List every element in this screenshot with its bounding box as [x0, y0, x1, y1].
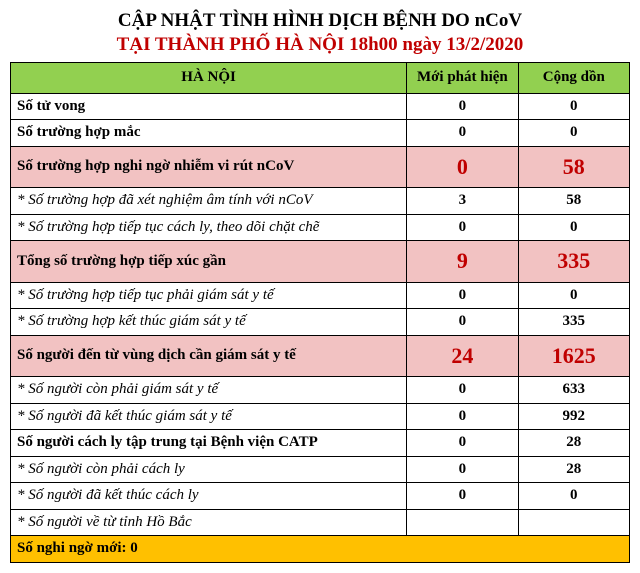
table-row: Số trường hợp mắc00	[11, 120, 630, 147]
header-label: HÀ NỘI	[11, 63, 407, 94]
table-row: * Số người về từ tỉnh Hồ Bắc	[11, 509, 630, 536]
row-new: 3	[407, 188, 518, 215]
row-label: * Số người đã kết thúc cách ly	[11, 483, 407, 510]
row-new: 0	[407, 120, 518, 147]
row-total: 633	[518, 377, 629, 404]
row-total: 0	[518, 483, 629, 510]
row-label: Số trường hợp nghi ngờ nhiễm vi rút nCoV	[11, 146, 407, 188]
row-total: 0	[518, 282, 629, 309]
title-datetime: 18h00 ngày 13/2/2020	[349, 34, 523, 55]
row-label: Số trường hợp mắc	[11, 120, 407, 147]
table-row: Số tử vong00	[11, 93, 630, 120]
title-location: TẠI THÀNH PHỐ HÀ NỘI	[117, 34, 345, 55]
table-row: * Số trường hợp tiếp tục cách ly, theo d…	[11, 214, 630, 241]
row-label: * Số trường hợp tiếp tục phải giám sát y…	[11, 282, 407, 309]
row-total	[518, 509, 629, 536]
table-body: Số tử vong00Số trường hợp mắc00Số trường…	[11, 93, 630, 562]
header-new: Mới phát hiện	[407, 63, 518, 94]
header-row: HÀ NỘI Mới phát hiện Cộng dồn	[11, 63, 630, 94]
row-total: 0	[518, 120, 629, 147]
row-new: 0	[407, 377, 518, 404]
title-line2: TẠI THÀNH PHỐ HÀ NỘI 18h00 ngày 13/2/202…	[10, 34, 630, 56]
row-label: Tổng số trường hợp tiếp xúc gần	[11, 241, 407, 283]
table-row: * Số người còn phải giám sát y tế0633	[11, 377, 630, 404]
footer-row: Số nghi ngờ mới: 0	[11, 536, 630, 563]
table-row: Số người đến từ vùng dịch cần giám sát y…	[11, 335, 630, 377]
table-row: * Số trường hợp kết thúc giám sát y tế03…	[11, 309, 630, 336]
row-new: 0	[407, 456, 518, 483]
row-total: 28	[518, 456, 629, 483]
footer-label: Số nghi ngờ mới: 0	[11, 536, 630, 563]
row-label: Số người đến từ vùng dịch cần giám sát y…	[11, 335, 407, 377]
row-total: 28	[518, 430, 629, 457]
data-table: HÀ NỘI Mới phát hiện Cộng dồn Số tử vong…	[10, 62, 630, 563]
row-total: 0	[518, 93, 629, 120]
row-new	[407, 509, 518, 536]
report-container: CẬP NHẬT TÌNH HÌNH DỊCH BỆNH DO nCoV TẠI…	[10, 10, 630, 563]
row-new: 0	[407, 214, 518, 241]
row-new: 0	[407, 483, 518, 510]
row-total: 58	[518, 188, 629, 215]
table-row: Tổng số trường hợp tiếp xúc gần9335	[11, 241, 630, 283]
row-new: 0	[407, 430, 518, 457]
row-label: * Số trường hợp tiếp tục cách ly, theo d…	[11, 214, 407, 241]
table-row: Số người cách ly tập trung tại Bệnh viện…	[11, 430, 630, 457]
row-label: * Số trường hợp đã xét nghiệm âm tính vớ…	[11, 188, 407, 215]
row-label: Số tử vong	[11, 93, 407, 120]
row-total: 335	[518, 309, 629, 336]
table-row: * Số trường hợp đã xét nghiệm âm tính vớ…	[11, 188, 630, 215]
header-total: Cộng dồn	[518, 63, 629, 94]
title-line1: CẬP NHẬT TÌNH HÌNH DỊCH BỆNH DO nCoV	[10, 10, 630, 32]
table-row: * Số người đã kết thúc giám sát y tế0992	[11, 403, 630, 430]
row-label: * Số người còn phải giám sát y tế	[11, 377, 407, 404]
row-total: 335	[518, 241, 629, 283]
row-new: 0	[407, 93, 518, 120]
row-new: 0	[407, 282, 518, 309]
row-new: 24	[407, 335, 518, 377]
row-new: 0	[407, 146, 518, 188]
row-label: * Số người về từ tỉnh Hồ Bắc	[11, 509, 407, 536]
table-row: * Số người còn phải cách ly028	[11, 456, 630, 483]
row-total: 58	[518, 146, 629, 188]
row-new: 9	[407, 241, 518, 283]
table-row: Số trường hợp nghi ngờ nhiễm vi rút nCoV…	[11, 146, 630, 188]
table-row: * Số người đã kết thúc cách ly00	[11, 483, 630, 510]
row-new: 0	[407, 309, 518, 336]
row-label: * Số người đã kết thúc giám sát y tế	[11, 403, 407, 430]
table-row: * Số trường hợp tiếp tục phải giám sát y…	[11, 282, 630, 309]
row-label: * Số người còn phải cách ly	[11, 456, 407, 483]
row-label: * Số trường hợp kết thúc giám sát y tế	[11, 309, 407, 336]
row-new: 0	[407, 403, 518, 430]
row-total: 0	[518, 214, 629, 241]
row-total: 992	[518, 403, 629, 430]
row-total: 1625	[518, 335, 629, 377]
row-label: Số người cách ly tập trung tại Bệnh viện…	[11, 430, 407, 457]
